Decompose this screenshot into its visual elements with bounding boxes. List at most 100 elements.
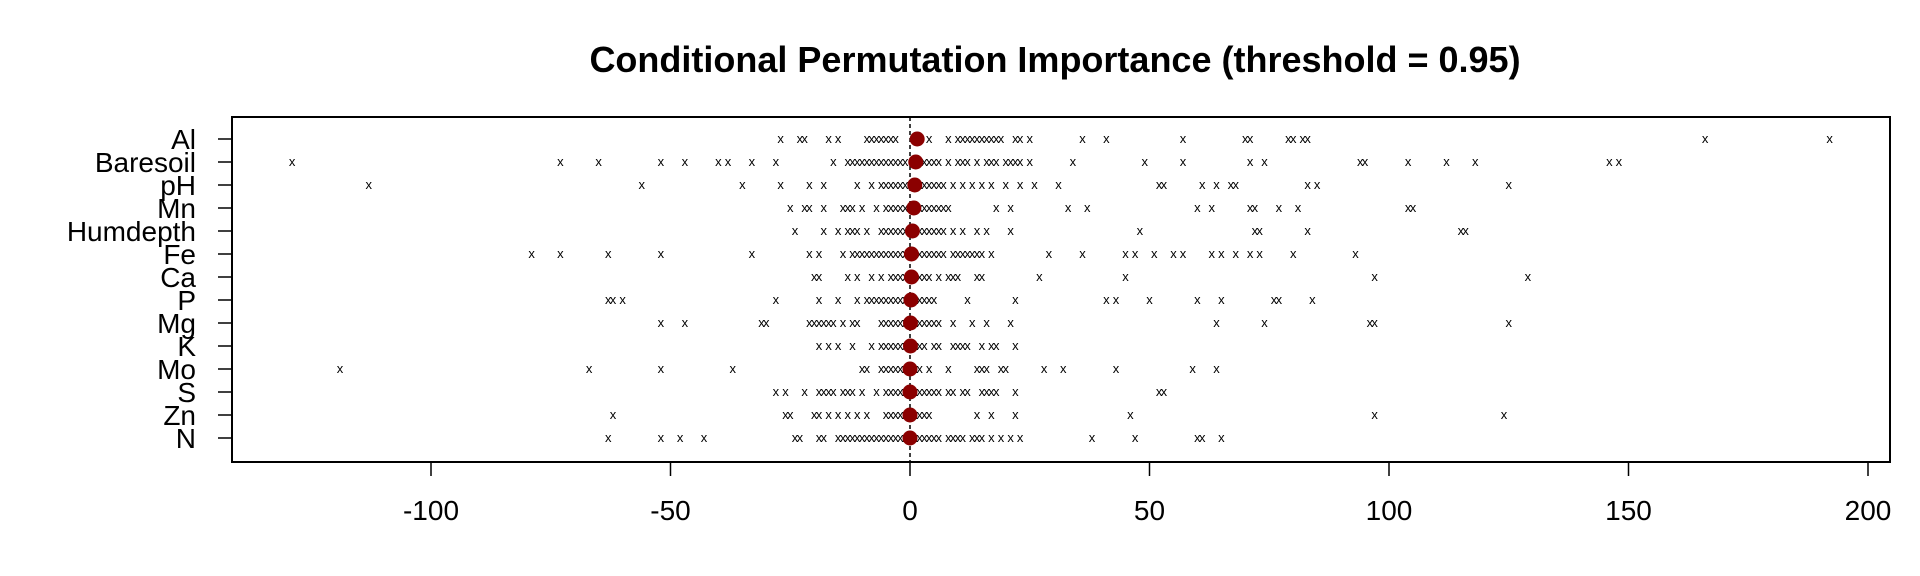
permutation-point: x	[883, 200, 890, 215]
permutation-point: x	[921, 223, 928, 238]
permutation-point: x	[816, 269, 823, 284]
permutation-point: x	[1276, 292, 1283, 307]
permutation-point: x	[1506, 177, 1513, 192]
permutation-point: x	[940, 200, 947, 215]
permutation-point: x	[892, 430, 899, 445]
permutation-point: x	[806, 177, 813, 192]
permutation-point: x	[1180, 246, 1187, 261]
permutation-point: x	[1132, 430, 1139, 445]
permutation-point: x	[974, 430, 981, 445]
permutation-point: x	[868, 177, 875, 192]
permutation-point: x	[1290, 131, 1297, 146]
permutation-point: x	[950, 338, 957, 353]
permutation-point: x	[988, 338, 995, 353]
permutation-point: x	[945, 361, 952, 376]
permutation-point: x	[959, 177, 966, 192]
permutation-point: x	[955, 338, 962, 353]
permutation-point: x	[557, 154, 564, 169]
permutation-point: x	[888, 315, 895, 330]
x-tick-label: -50	[650, 495, 690, 526]
permutation-point: x	[983, 154, 990, 169]
permutation-point: x	[1156, 384, 1163, 399]
permutation-point: x	[945, 430, 952, 445]
permutation-point: x	[926, 246, 933, 261]
permutation-point: x	[916, 361, 923, 376]
permutation-point: x	[1199, 430, 1206, 445]
permutation-point: x	[988, 246, 995, 261]
permutation-point: x	[1036, 269, 1043, 284]
permutation-point: x	[586, 361, 593, 376]
permutation-point: x	[1017, 177, 1024, 192]
permutation-point: x	[792, 223, 799, 238]
permutation-point: x	[844, 154, 851, 169]
permutation-point: x	[682, 315, 689, 330]
permutation-point: x	[868, 292, 875, 307]
permutation-point: x	[1012, 292, 1019, 307]
permutation-point: x	[921, 177, 928, 192]
permutation-point: x	[864, 223, 871, 238]
permutation-point: x	[940, 223, 947, 238]
permutation-point: x	[926, 361, 933, 376]
y-label-ca: Ca	[160, 262, 196, 293]
permutation-point: x	[935, 200, 942, 215]
permutation-point: x	[921, 407, 928, 422]
permutation-point: x	[677, 430, 684, 445]
permutation-point: x	[897, 223, 904, 238]
permutation-point: x	[1616, 154, 1623, 169]
permutation-point: x	[844, 223, 851, 238]
permutation-point: x	[1371, 315, 1378, 330]
y-label-p: P	[177, 285, 196, 316]
permutation-point: x	[835, 131, 842, 146]
permutation-point: x	[859, 384, 866, 399]
permutation-point: x	[988, 131, 995, 146]
permutation-point: x	[773, 384, 780, 399]
permutation-point: x	[926, 315, 933, 330]
permutation-point: x	[658, 246, 665, 261]
permutation-point: x	[1027, 131, 1034, 146]
permutation-point: x	[1027, 154, 1034, 169]
permutation-point: x	[897, 338, 904, 353]
mean-point-mn	[906, 200, 922, 216]
permutation-point: x	[1247, 246, 1254, 261]
permutation-point: x	[730, 361, 737, 376]
permutation-point: x	[849, 154, 856, 169]
permutation-point: x	[749, 246, 756, 261]
permutation-point: x	[931, 246, 938, 261]
permutation-point: x	[873, 384, 880, 399]
y-label-zn: Zn	[163, 400, 196, 431]
permutation-point: x	[658, 315, 665, 330]
permutation-point: x	[859, 154, 866, 169]
mean-point-mo	[902, 361, 918, 377]
permutation-point: x	[840, 315, 847, 330]
permutation-point: x	[777, 131, 784, 146]
chart-title: Conditional Permutation Importance (thre…	[589, 39, 1520, 80]
y-label-n: N	[176, 423, 196, 454]
permutation-point: x	[1256, 223, 1263, 238]
permutation-point: x	[1031, 177, 1038, 192]
y-label-baresoil: Baresoil	[95, 147, 196, 178]
permutation-point: x	[892, 177, 899, 192]
permutation-point: x	[926, 430, 933, 445]
permutation-point: x	[639, 177, 646, 192]
permutation-point: x	[811, 315, 818, 330]
mean-point-k	[902, 338, 918, 354]
permutation-point: x	[935, 177, 942, 192]
permutation-point: x	[1132, 246, 1139, 261]
permutation-point: x	[1247, 131, 1254, 146]
permutation-point: x	[883, 246, 890, 261]
permutation-point: x	[1371, 269, 1378, 284]
permutation-point: x	[1194, 430, 1201, 445]
permutation-point: x	[931, 223, 938, 238]
permutation-point: x	[849, 200, 856, 215]
permutation-point: x	[1309, 292, 1316, 307]
permutation-point: x	[854, 315, 861, 330]
permutation-point: x	[959, 430, 966, 445]
permutation-point: x	[1012, 407, 1019, 422]
permutation-point: x	[926, 407, 933, 422]
permutation-point: x	[787, 200, 794, 215]
permutation-point: x	[816, 292, 823, 307]
permutation-point: x	[1127, 407, 1134, 422]
permutation-point: x	[801, 384, 808, 399]
permutation-point: x	[1017, 154, 1024, 169]
permutation-point: x	[964, 292, 971, 307]
